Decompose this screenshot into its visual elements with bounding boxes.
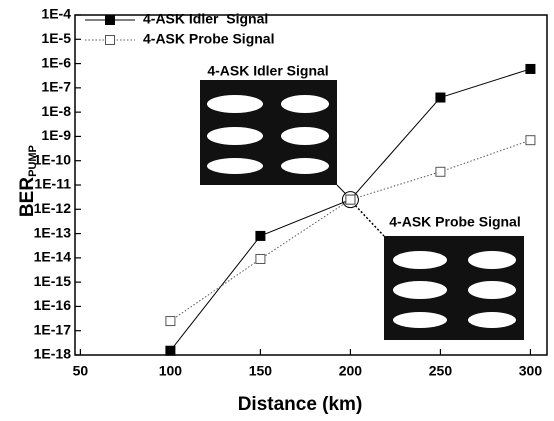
x-tick-label: 150 [249,363,273,379]
y-tick-label: 1E-9 [41,127,71,143]
x-tick-label: 250 [429,363,453,379]
legend-label: 4-ASK Probe Signal [143,31,274,47]
legend-label: 4-ASK Idler Signal [143,11,268,27]
y-tick-label: 1E-16 [34,297,72,313]
data-point [526,136,535,145]
y-tick-label: 1E-13 [34,224,72,240]
y-tick-label: 1E-12 [34,200,72,216]
data-point [436,93,445,102]
legend-marker [106,36,115,45]
y-tick-label: 1E-17 [34,321,72,337]
probe-eye-inset [384,236,524,340]
y-tick-label: 1E-8 [41,103,71,119]
data-point [166,317,175,326]
x-axis-label: Distance (km) [238,394,363,415]
annotation: 4-ASK Idler Signal [207,63,328,79]
y-tick-label: 1E-14 [34,249,72,265]
y-tick-label: 1E-18 [34,346,72,362]
data-point [346,195,355,204]
annotation: 4-ASK Probe Signal [389,214,520,230]
x-tick-label: 50 [73,363,89,379]
y-tick-label: 1E-5 [41,30,71,46]
y-tick-label: 1E-4 [41,6,71,22]
y-tick-label: 1E-7 [41,79,71,95]
y-tick-label: 1E-6 [41,54,71,70]
data-point [256,231,265,240]
x-tick-label: 300 [519,363,543,379]
data-point [526,64,535,73]
idler-eye-inset [200,80,337,185]
connector [355,206,384,236]
chart: 4-ASK Idler Signal 4-ASK Probe Signal Di… [0,0,554,421]
y-tick-label: 1E-10 [34,151,72,167]
x-tick-label: 200 [339,363,363,379]
legend-marker [106,16,115,25]
data-point [436,167,445,176]
y-tick-label: 1E-15 [34,273,72,289]
data-point [256,254,265,263]
y-tick-label: 1E-11 [34,176,71,192]
connector [337,185,345,194]
x-tick-label: 100 [159,363,183,379]
data-point [166,346,175,355]
